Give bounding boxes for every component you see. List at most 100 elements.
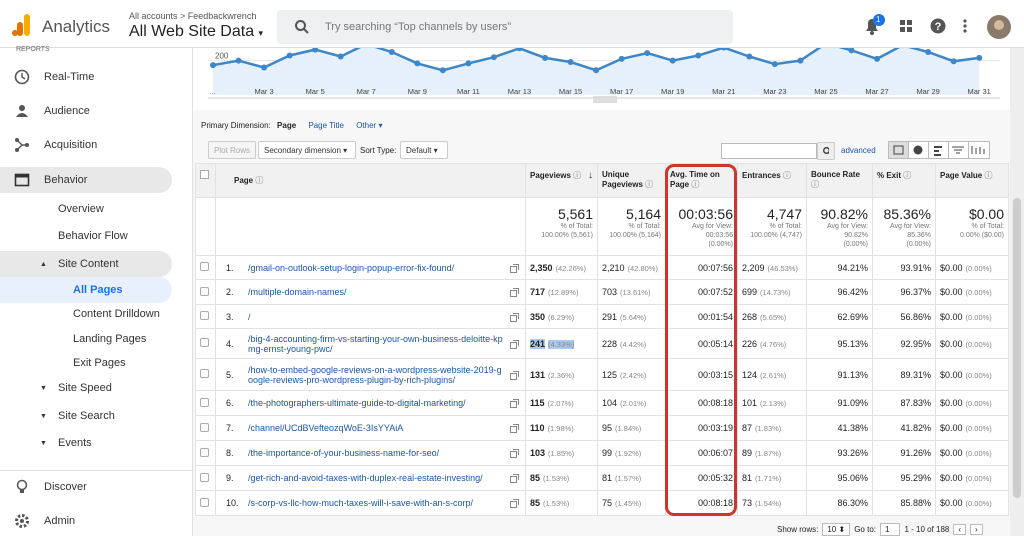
metric-percent: (1.92%) — [615, 449, 642, 458]
open-icon[interactable] — [510, 370, 519, 380]
column-header[interactable]: Page Value ⓘ — [935, 163, 1009, 198]
open-icon[interactable] — [510, 288, 519, 297]
column-header[interactable]: Unique Pageviews ⓘ — [597, 163, 666, 198]
metric-cell: 93.91% — [872, 255, 936, 280]
nav-item[interactable]: Real-Time — [0, 64, 172, 90]
nav-item[interactable]: Acquisition — [0, 132, 172, 158]
nav-item[interactable]: Discover — [0, 474, 172, 500]
open-icon[interactable] — [510, 449, 519, 458]
breadcrumb[interactable]: All accounts > Feedbackwrench — [129, 11, 257, 21]
advanced-link[interactable]: advanced — [841, 146, 876, 155]
nav-item[interactable]: Audience — [0, 98, 172, 124]
nav-item[interactable]: Admin — [0, 508, 172, 534]
avatar[interactable] — [987, 15, 1011, 39]
table-search[interactable] — [721, 143, 817, 159]
view-toggles[interactable] — [888, 141, 990, 159]
page-link[interactable]: /gmail-on-outlook-setup-login-popup-erro… — [248, 262, 455, 273]
dimension-option[interactable]: Other — [356, 121, 377, 130]
table-search-button[interactable] — [817, 142, 835, 160]
page-link[interactable]: /get-rich-and-avoid-taxes-with-duplex-re… — [248, 473, 483, 483]
page-link[interactable]: /multiple-domain-names/ — [248, 287, 347, 297]
column-header[interactable]: % Exit ⓘ — [872, 163, 936, 198]
nav-item[interactable]: ▲ Site Content — [0, 251, 172, 277]
table-row[interactable]: 5. /how-to-embed-google-reviews-on-a-word… — [195, 358, 1009, 391]
column-header[interactable]: Page ⓘ — [215, 163, 526, 198]
nav-label: Content Drilldown — [73, 308, 160, 320]
rows-select[interactable]: 10 ⬍ — [822, 523, 851, 536]
open-icon[interactable] — [510, 474, 519, 483]
page-link[interactable]: /s-corp-vs-llc-how-much-taxes-will-i-sav… — [248, 498, 474, 508]
metric-cell: 96.42% — [806, 279, 873, 305]
help-icon[interactable]: ? — [930, 18, 946, 34]
secondary-dimension[interactable]: Secondary dimension ▾ — [258, 141, 356, 159]
metric-value: 75 — [602, 498, 613, 508]
checkbox-cell — [195, 163, 216, 198]
trend-point — [797, 57, 804, 64]
open-icon[interactable] — [510, 263, 519, 273]
goto-input[interactable]: 1 — [880, 523, 901, 536]
notifications[interactable] — [862, 14, 886, 36]
page-link[interactable]: /the-importance-of-your-business-name-fo… — [248, 448, 440, 458]
page-link[interactable]: /the-photographers-ultimate-guide-to-dig… — [248, 398, 466, 408]
page-link[interactable]: /how-to-embed-google-reviews-on-a-wordpr… — [248, 364, 502, 385]
open-icon[interactable] — [510, 424, 519, 433]
page-link[interactable]: /big-4-accounting-firm-vs-starting-your-… — [248, 333, 503, 354]
search-box[interactable]: Try searching “Top channels by users” — [277, 10, 733, 44]
metric-cell: 95.29% — [872, 465, 936, 491]
column-header[interactable]: Entrances ⓘ — [737, 163, 807, 198]
metric-value: 96.42% — [837, 287, 868, 297]
metric-percent: (0.00%) — [965, 288, 992, 297]
nav-item[interactable]: All Pages — [0, 277, 172, 303]
nav-icon — [16, 479, 28, 493]
total-note: % of Total: — [628, 223, 661, 230]
metric-cell: 2,209 (46.53%) — [737, 255, 807, 280]
page-cell: 8. /the-importance-of-your-business-name-… — [215, 440, 526, 466]
table-row[interactable]: 9. /get-rich-and-avoid-taxes-with-duplex-… — [195, 465, 1009, 491]
dimension-option[interactable]: Page Title — [308, 121, 344, 130]
nav-item[interactable]: Landing Pages — [0, 326, 172, 352]
goto-label: Go to: — [854, 525, 876, 534]
column-header[interactable]: Pageviews ⓘ ↓ — [525, 163, 598, 198]
metric-percent: (5.64%) — [620, 312, 647, 322]
dimension-option[interactable]: Page — [277, 121, 297, 130]
column-header[interactable]: Avg. Time on Page ⓘ — [665, 163, 738, 198]
plot-rows-button[interactable]: Plot Rows — [208, 141, 257, 159]
table-row[interactable]: 8. /the-importance-of-your-business-name-… — [195, 440, 1009, 466]
table-row[interactable]: 6. /the-photographers-ultimate-guide-to-d… — [195, 390, 1009, 416]
prev-page[interactable]: ‹ — [953, 524, 967, 535]
total-note: (0.00%) — [843, 241, 868, 248]
view-selector[interactable]: All Web Site Data ▾ — [129, 23, 264, 40]
page-link[interactable]: /channel/UCdBVefteozqWoE-3IsYYAiA — [248, 423, 404, 433]
table-row[interactable]: 4. /big-4-accounting-firm-vs-starting-you… — [195, 328, 1009, 359]
x-tick-label: Mar 19 — [661, 87, 684, 96]
table-row[interactable]: 2./multiple-domain-names/717 (12.89%) 703(… — [195, 279, 1009, 305]
nav-item[interactable]: Exit Pages — [0, 350, 172, 376]
open-icon[interactable] — [510, 399, 519, 408]
apps-icon[interactable] — [900, 20, 914, 32]
metric-cell: 699 (14.73%) — [737, 279, 807, 305]
nav-item[interactable]: Overview — [0, 196, 172, 222]
nav-item[interactable]: Behavior — [0, 167, 172, 193]
metric-value: 93.26% — [837, 448, 868, 458]
nav-item[interactable]: Behavior Flow — [0, 223, 172, 249]
metric-cell: 00:07:52 — [665, 279, 738, 305]
open-icon[interactable] — [510, 499, 519, 508]
menu-icon[interactable] — [962, 19, 968, 33]
next-page[interactable]: › — [970, 524, 983, 535]
table-row[interactable]: 7./channel/UCdBVefteozqWoE-3IsYYAiA 110 (1… — [195, 415, 1009, 441]
nav-item[interactable]: ▼ Site Speed — [0, 375, 172, 401]
nav-item[interactable]: ▼ Events — [0, 430, 172, 456]
nav-label: Landing Pages — [73, 333, 147, 345]
table-row[interactable]: 10. /s-corp-vs-llc-how-much-taxes-will-i-… — [195, 490, 1009, 516]
open-icon[interactable] — [510, 312, 519, 322]
total-cell: $0.00% of Total: 0.00% ($0.00) — [935, 197, 1009, 256]
nav-item[interactable]: Content Drilldown — [0, 301, 172, 327]
nav-item[interactable]: ▼ Site Search — [0, 403, 172, 429]
column-header[interactable]: Bounce Rate ⓘ — [806, 163, 873, 198]
sort-type[interactable]: Default ▾ — [400, 141, 448, 159]
metric-cell: $0.00 (0.00%) — [935, 255, 1009, 280]
open-icon[interactable] — [510, 339, 519, 349]
page-link[interactable]: / — [248, 311, 251, 322]
table-row[interactable]: 3./350 (6.29%) 291 (5.64%) 00:01:54 268 (5.65%… — [195, 304, 1009, 329]
table-row[interactable]: 1. /gmail-on-outlook-setup-login-popup-er… — [195, 255, 1009, 280]
